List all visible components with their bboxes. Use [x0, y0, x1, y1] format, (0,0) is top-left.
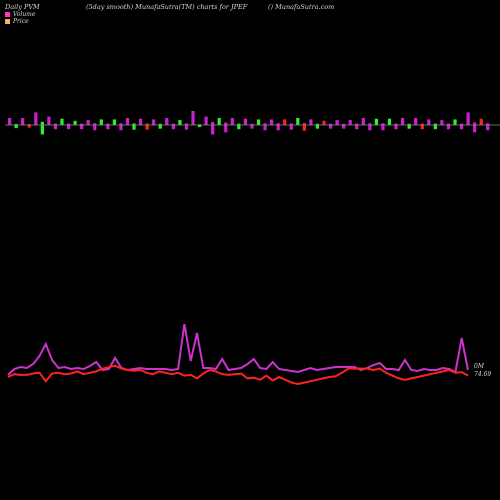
volume-bar [106, 123, 110, 130]
volume-bar [184, 123, 189, 130]
volume-bar [440, 120, 444, 125]
volume-bar [21, 118, 25, 125]
legend-volume: Volume [5, 11, 35, 18]
volume-bar [473, 122, 477, 133]
volume-bar [335, 120, 339, 125]
volume-bar [309, 119, 313, 125]
legend-volume-swatch [5, 12, 10, 17]
volume-bar [243, 118, 247, 125]
volume-bar [256, 119, 261, 125]
legend-price-label: Price [13, 18, 29, 25]
volume-bar [34, 112, 38, 125]
volume-bar [8, 118, 12, 125]
volume-bar [479, 118, 483, 125]
volume-bar [27, 124, 31, 128]
volume-bar [40, 121, 44, 135]
chart-header-source: () MunafaSutra.com [268, 3, 335, 11]
volume-bar [361, 118, 365, 125]
volume-bar [401, 118, 405, 125]
volume-bar [132, 123, 136, 130]
volume-bars [8, 111, 490, 135]
volume-bar [315, 123, 320, 129]
legend-price: Price [5, 18, 29, 25]
volume-bar [420, 123, 424, 130]
volume-bar [230, 118, 234, 125]
volume-bar [14, 123, 18, 129]
volume-bar [368, 123, 372, 131]
volume-bar [289, 123, 293, 130]
volume-bar [47, 116, 51, 125]
volume-bar [250, 123, 254, 129]
volume-bar [217, 118, 221, 125]
price-line [7, 364, 469, 386]
volume-bar [270, 119, 274, 125]
volume-bar [407, 123, 411, 129]
volume-bar [414, 118, 418, 125]
volume-bar [86, 120, 90, 125]
volume-bar [355, 123, 359, 130]
volume-bar [197, 124, 202, 128]
volume-bar [80, 123, 84, 130]
volume-bar [237, 123, 241, 130]
volume-bar [139, 118, 143, 125]
volume-bar [119, 123, 123, 131]
volume-end-label: 0M [474, 363, 485, 370]
volume-bar [53, 123, 58, 130]
volume-bar [283, 119, 287, 125]
chart-header-left: Daily PVM [5, 3, 40, 11]
volume-bar [152, 119, 156, 125]
volume-bar [158, 123, 162, 129]
volume-bar [191, 111, 195, 125]
volume-bar [387, 118, 392, 125]
volume-bar [171, 123, 175, 130]
volume-bar [73, 120, 77, 125]
volume-bar [263, 123, 267, 131]
volume-bar [165, 118, 169, 125]
volume-bar [459, 123, 464, 130]
volume-bar [374, 118, 378, 125]
volume-bar [145, 123, 149, 130]
volume-bar [394, 123, 398, 130]
legend-price-swatch [5, 19, 10, 24]
volume-bar [348, 120, 352, 125]
volume-line [7, 323, 469, 376]
volume-bar [211, 121, 215, 135]
chart-header-title: (5day smooth) MunafaSutra(TM) charts for… [86, 3, 248, 11]
volume-bar [112, 119, 116, 125]
volume-bar [328, 123, 333, 129]
volume-bar [66, 123, 71, 130]
volume-bar [322, 120, 326, 125]
volume-bar [427, 119, 431, 125]
volume-bar [60, 118, 64, 125]
volume-bar [125, 118, 130, 125]
price-end-label: 74.69 [474, 371, 491, 378]
volume-bar [453, 119, 457, 125]
volume-bar [296, 118, 300, 125]
volume-bar [433, 123, 437, 130]
volume-bar [276, 123, 280, 131]
volume-bar [381, 123, 385, 131]
volume-bar [99, 119, 103, 125]
volume-bar [486, 123, 490, 131]
volume-bar [204, 116, 208, 125]
volume-bar [446, 123, 451, 130]
volume-bar [178, 120, 182, 125]
volume-bar [342, 123, 346, 129]
volume-bar [466, 112, 470, 125]
legend-volume-label: Volume [13, 11, 36, 18]
volume-bar [93, 123, 97, 131]
volume-bar [224, 122, 228, 133]
volume-bar [302, 123, 306, 131]
